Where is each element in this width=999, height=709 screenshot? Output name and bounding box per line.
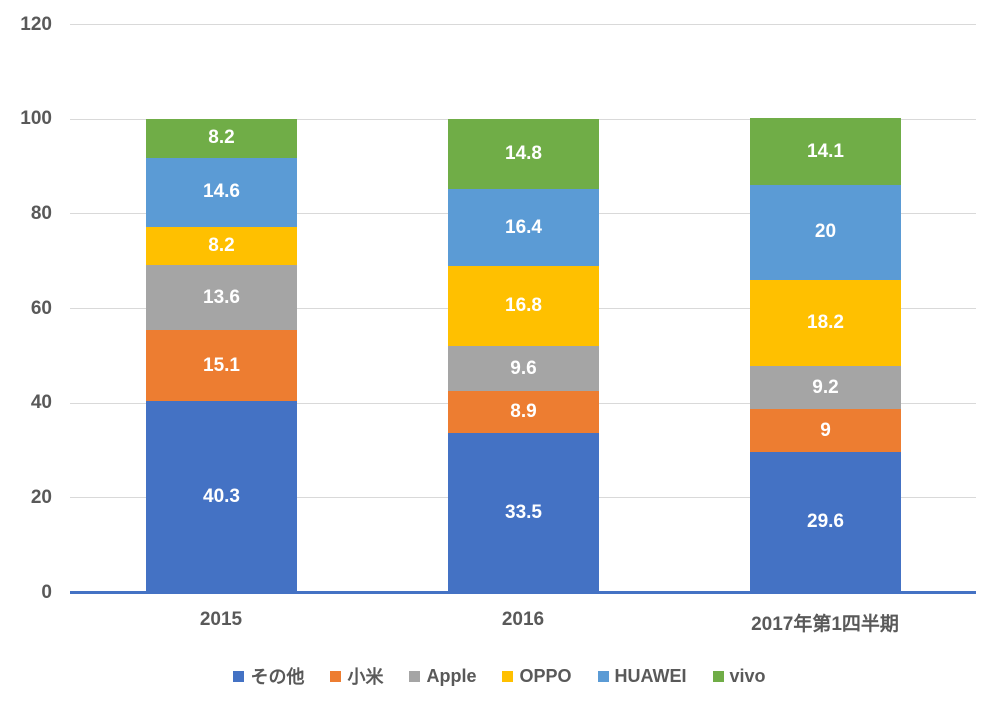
data-label: 9.2: [812, 376, 839, 398]
bar-segment-OPPO-2017年第1四半期: 18.2: [750, 279, 901, 366]
y-tick-label-120: 120: [20, 14, 52, 35]
legend-item-その他: その他: [233, 663, 304, 689]
category-label-2016: 2016: [501, 609, 545, 630]
bar-segment-Apple-2016: 9.6: [448, 345, 599, 392]
data-label: 14.1: [807, 140, 844, 162]
legend-label: 小米: [347, 667, 384, 687]
legend-label: HUAWEI: [614, 665, 687, 686]
data-label: 14.8: [505, 142, 542, 164]
category-label-2015: 2015: [199, 609, 243, 630]
legend-swatch-icon: [502, 670, 514, 682]
data-label: 29.6: [807, 510, 844, 532]
data-label: 40.3: [203, 485, 240, 507]
legend-item-HUAWEI: HUAWEI: [597, 665, 687, 687]
chart-legend: その他 小米 Apple OPPO HUAWEI vivo: [0, 663, 999, 689]
data-label: 8.2: [208, 127, 235, 149]
data-label: 15.1: [203, 354, 240, 376]
bar-segment-その他-2017年第1四半期: 29.6: [750, 451, 901, 592]
legend-label: Apple: [426, 665, 477, 686]
y-tick-label-20: 20: [30, 487, 52, 508]
bar-segment-小米-2015: 15.1: [146, 329, 297, 402]
legend-item-OPPO: OPPO: [502, 665, 572, 687]
bar-segment-HUAWEI-2016: 16.4: [448, 188, 599, 267]
y-tick-label-40: 40: [30, 392, 52, 413]
bar-segment-OPPO-2015: 8.2: [146, 226, 297, 266]
bar-2016: 33.5 8.9 9.6 16.8 16.4 14.8: [448, 118, 599, 592]
bar-segment-vivo-2016: 14.8: [448, 118, 599, 189]
data-label: 8.2: [208, 235, 235, 257]
y-tick-label-0: 0: [41, 582, 52, 603]
data-label: 20: [814, 221, 837, 243]
legend-swatch-icon: [712, 670, 724, 682]
bar-segment-Apple-2017年第1四半期: 9.2: [750, 365, 901, 410]
x-axis-line: [70, 591, 976, 594]
legend-label: vivo: [729, 665, 766, 686]
gridline-y-120: [70, 24, 976, 25]
legend-item-vivo: vivo: [712, 665, 766, 687]
y-tick-label-100: 100: [20, 108, 52, 129]
legend-label: その他: [250, 667, 305, 687]
bar-segment-vivo-2015: 8.2: [146, 118, 297, 158]
bar-segment-その他-2015: 40.3: [146, 401, 297, 592]
bar-2015: 40.3 15.1 13.6 8.2 14.6 8.2: [146, 118, 297, 592]
legend-swatch-icon: [233, 670, 245, 682]
legend-swatch-icon: [597, 670, 609, 682]
bar-segment-小米-2016: 8.9: [448, 391, 599, 434]
legend-swatch-icon: [409, 670, 421, 682]
data-label: 16.8: [505, 295, 542, 317]
bar-2017年第1四半期: 29.6 9 9.2 18.2 20 14.1: [750, 118, 901, 592]
y-tick-label-80: 80: [30, 203, 52, 224]
data-label: 13.6: [203, 286, 240, 308]
bar-segment-HUAWEI-2017年第1四半期: 20: [750, 184, 901, 280]
legend-swatch-icon: [330, 670, 342, 682]
bar-segment-小米-2017年第1四半期: 9: [750, 409, 901, 452]
category-label-2017年第1四半期: 2017年第1四半期: [751, 614, 899, 635]
y-tick-label-60: 60: [30, 298, 52, 319]
bar-segment-OPPO-2016: 16.8: [448, 266, 599, 346]
legend-item-小米: 小米: [330, 663, 383, 689]
data-label: 33.5: [505, 501, 542, 523]
data-label: 18.2: [807, 311, 844, 333]
data-label: 8.9: [510, 401, 537, 423]
data-label: 9: [820, 419, 831, 441]
data-label: 9.6: [510, 357, 537, 379]
legend-item-Apple: Apple: [409, 666, 476, 687]
data-label: 14.6: [203, 181, 240, 203]
bar-segment-Apple-2015: 13.6: [146, 265, 297, 330]
data-label: 16.4: [505, 216, 542, 238]
bar-segment-その他-2016: 33.5: [448, 433, 599, 592]
bar-segment-HUAWEI-2015: 14.6: [146, 157, 297, 227]
legend-label: OPPO: [519, 665, 572, 686]
bar-segment-vivo-2017年第1四半期: 14.1: [750, 118, 901, 185]
